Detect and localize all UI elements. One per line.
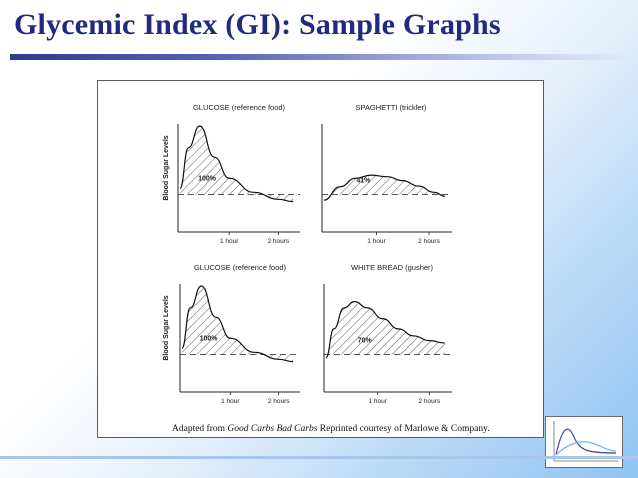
response-curve	[181, 285, 294, 363]
gi-graphs-svg: GLUCOSE (reference food) 100% 1 hour 2 hour…	[163, 103, 452, 405]
gi-graphs: GLUCOSE (reference food) 100% 1 hour 2 hour…	[160, 94, 465, 412]
gi-value-label: 70%	[358, 338, 373, 345]
response-area	[182, 286, 294, 362]
gi-value-label: 100%	[198, 176, 217, 183]
panel-title: WHITE BREAD (gusher)	[351, 263, 434, 272]
x-tick-label: 2 hours	[418, 238, 440, 245]
x-tick-label: 1 hour	[220, 238, 239, 245]
panel-2: SPAGHETTI (trickler) 41% 1 hour 2 hours	[321, 103, 452, 245]
x-tick-label: 2 hours	[418, 398, 440, 405]
response-curve	[323, 174, 445, 201]
response-area	[180, 126, 294, 202]
caption-source: Good Carbs Bad Carbs	[227, 424, 318, 434]
gi-thumbnail-icon	[545, 416, 623, 468]
x-tick-label: 1 hour	[368, 398, 387, 405]
gi-value-label: 100%	[200, 336, 219, 343]
title-underline	[10, 54, 630, 60]
panel-title: GLUCOSE (reference food)	[194, 263, 287, 272]
response-curve	[179, 125, 294, 203]
caption-suffix: Reprinted courtesy of Marlowe & Company.	[317, 424, 490, 434]
panel-1: GLUCOSE (reference food) 100% 1 hour 2 hour…	[163, 103, 300, 245]
panel-3: GLUCOSE (reference food) 100% 1 hour 2 hour…	[163, 263, 300, 405]
panel-4: WHITE BREAD (gusher) 70% 1 hour 2 hours	[323, 263, 452, 405]
response-area	[324, 175, 445, 201]
caption-prefix: Adapted from	[172, 424, 228, 434]
panel-title: GLUCOSE (reference food)	[193, 103, 286, 112]
response-area	[326, 301, 445, 358]
gi-value-label: 41%	[356, 178, 371, 185]
response-curve	[325, 300, 445, 359]
x-tick-label: 1 hour	[367, 238, 386, 245]
x-tick-label: 2 hours	[268, 398, 290, 405]
panel-title: SPAGHETTI (trickler)	[355, 103, 427, 112]
slide-title: Glycemic Index (GI): Sample Graphs	[14, 8, 501, 41]
figure-caption: Adapted from Good Carbs Bad Carbs Reprin…	[172, 424, 490, 434]
x-tick-label: 1 hour	[221, 398, 240, 405]
bottom-rule	[0, 456, 638, 459]
y-axis-label: Blood Sugar Levels	[163, 295, 170, 360]
thumbnail-curves	[553, 421, 618, 462]
x-tick-label: 2 hours	[267, 238, 289, 245]
y-axis-label: Blood Sugar Levels	[163, 135, 170, 200]
